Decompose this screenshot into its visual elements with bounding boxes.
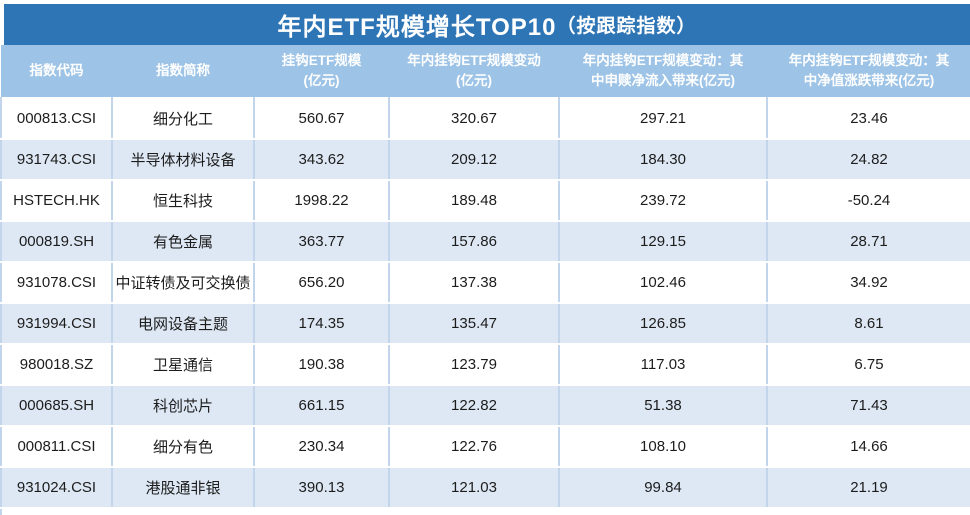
cell-index-code: 931024.CSI [0,466,113,509]
cell-etf-scale: 190.38 [253,343,390,386]
cell-scale-change: 122.76 [388,425,560,468]
cell-nav-change: 6.75 [766,343,970,386]
page-title-suffix: （按跟踪指数） [556,16,697,37]
cell-scale-change: 122.82 [388,384,560,427]
cell-scale-change: 123.79 [388,343,560,386]
cell-scale-change: 209.12 [388,138,560,181]
cell-index-name: 恒生科技 [111,179,255,222]
cell-scale-change: 121.03 [388,466,560,509]
cell-index-code: 931078.CSI [0,261,113,304]
cell-net-inflow: 239.72 [558,179,768,222]
column-header-index-name: 指数简称 [112,45,254,98]
table-row: 000813.CSI 细分化工 560.67 320.67 297.21 23.… [0,97,970,140]
cell-index-code: 000685.SH [0,384,113,427]
cell-net-inflow: 99.84 [558,466,768,509]
cell-net-inflow: 184.30 [558,138,768,181]
cell-etf-scale: 1998.22 [253,179,390,222]
table-row: 000685.SH 科创芯片 661.15 122.82 51.38 71.43 [0,384,970,427]
cell-net-inflow: 117.03 [558,343,768,386]
column-header-scale-change: 年内挂钩ETF规模变动 (亿元) [389,45,559,98]
cell-index-code: 000819.SH [0,220,113,263]
table-row: HSTECH.HK 恒生科技 1998.22 189.48 239.72 -50… [0,179,970,222]
column-header-nav-change: 年内挂钩ETF规模变动：其 中净值涨跌带来(亿元) [767,45,970,98]
cell-index-name: 半导体材料设备 [111,138,255,181]
cell-net-inflow: 102.46 [558,261,768,304]
table-row: 931078.CSI 中证转债及可交换债 656.20 137.38 102.4… [0,261,970,304]
column-header-index-code: 指数代码 [1,45,112,98]
cell-nav-change: 8.61 [766,302,970,345]
cell-scale-change: 157.86 [388,220,560,263]
data-source-note: 数据来源：同花顺,截至2月10日 出品：21快讯工作室 [0,507,970,515]
cell-index-code: 980018.SZ [0,343,113,386]
cell-net-inflow: 129.15 [558,220,768,263]
cell-scale-change: 137.38 [388,261,560,304]
table-body: 000813.CSI 细分化工 560.67 320.67 297.21 23.… [0,97,970,509]
page-title: 年内ETF规模增长TOP10 [277,14,557,41]
cell-etf-scale: 230.34 [253,425,390,468]
column-header-net-inflow: 年内挂钩ETF规模变动：其 中申赎净流入带来(亿元) [559,45,767,98]
header-row: 指数代码 指数简称 挂钩ETF规模 (亿元) 年内挂钩ETF规模变动 (亿元) … [1,45,970,98]
footer-row: 数据来源：同花顺,截至2月10日 出品：21快讯工作室 [0,507,970,515]
cell-etf-scale: 343.62 [253,138,390,181]
table-row: 000811.CSI 细分有色 230.34 122.76 108.10 14.… [0,425,970,468]
cell-net-inflow: 126.85 [558,302,768,345]
cell-index-name: 细分有色 [111,425,255,468]
cell-nav-change: -50.24 [766,179,970,222]
cell-index-code: 000811.CSI [0,425,113,468]
cell-index-code: 931994.CSI [0,302,113,345]
cell-index-code: HSTECH.HK [0,179,113,222]
cell-index-name: 有色金属 [111,220,255,263]
cell-index-name: 科创芯片 [111,384,255,427]
cell-index-name: 卫星通信 [111,343,255,386]
table-row: 980018.SZ 卫星通信 190.38 123.79 117.03 6.75 [0,343,970,386]
cell-nav-change: 23.46 [766,97,970,140]
table-header: 指数代码 指数简称 挂钩ETF规模 (亿元) 年内挂钩ETF规模变动 (亿元) … [1,45,970,98]
cell-nav-change: 34.92 [766,261,970,304]
cell-scale-change: 135.47 [388,302,560,345]
table-title-bar: 年内ETF规模增长TOP10 （按跟踪指数） [4,4,970,45]
cell-nav-change: 14.66 [766,425,970,468]
cell-scale-change: 320.67 [388,97,560,140]
cell-nav-change: 28.71 [766,220,970,263]
table-row: 000819.SH 有色金属 363.77 157.86 129.15 28.7… [0,220,970,263]
cell-etf-scale: 363.77 [253,220,390,263]
column-header-etf-scale: 挂钩ETF规模 (亿元) [254,45,389,98]
cell-net-inflow: 108.10 [558,425,768,468]
cell-nav-change: 71.43 [766,384,970,427]
etf-growth-table: 指数代码 指数简称 挂钩ETF规模 (亿元) 年内挂钩ETF规模变动 (亿元) … [0,45,970,515]
cell-etf-scale: 174.35 [253,302,390,345]
cell-nav-change: 21.19 [766,466,970,509]
cell-etf-scale: 656.20 [253,261,390,304]
cell-index-name: 细分化工 [111,97,255,140]
cell-net-inflow: 51.38 [558,384,768,427]
cell-nav-change: 24.82 [766,138,970,181]
cell-scale-change: 189.48 [388,179,560,222]
cell-etf-scale: 560.67 [253,97,390,140]
cell-index-name: 电网设备主题 [111,302,255,345]
cell-etf-scale: 661.15 [253,384,390,427]
cell-index-code: 000813.CSI [0,97,113,140]
cell-index-code: 931743.CSI [0,138,113,181]
cell-index-name: 中证转债及可交换债 [111,261,255,304]
table-row: 931024.CSI 港股通非银 390.13 121.03 99.84 21.… [0,466,970,509]
table-row: 931994.CSI 电网设备主题 174.35 135.47 126.85 8… [0,302,970,345]
table-footer: 数据来源：同花顺,截至2月10日 出品：21快讯工作室 [0,507,970,515]
cell-etf-scale: 390.13 [253,466,390,509]
cell-net-inflow: 297.21 [558,97,768,140]
table-row: 931743.CSI 半导体材料设备 343.62 209.12 184.30 … [0,138,970,181]
cell-index-name: 港股通非银 [111,466,255,509]
